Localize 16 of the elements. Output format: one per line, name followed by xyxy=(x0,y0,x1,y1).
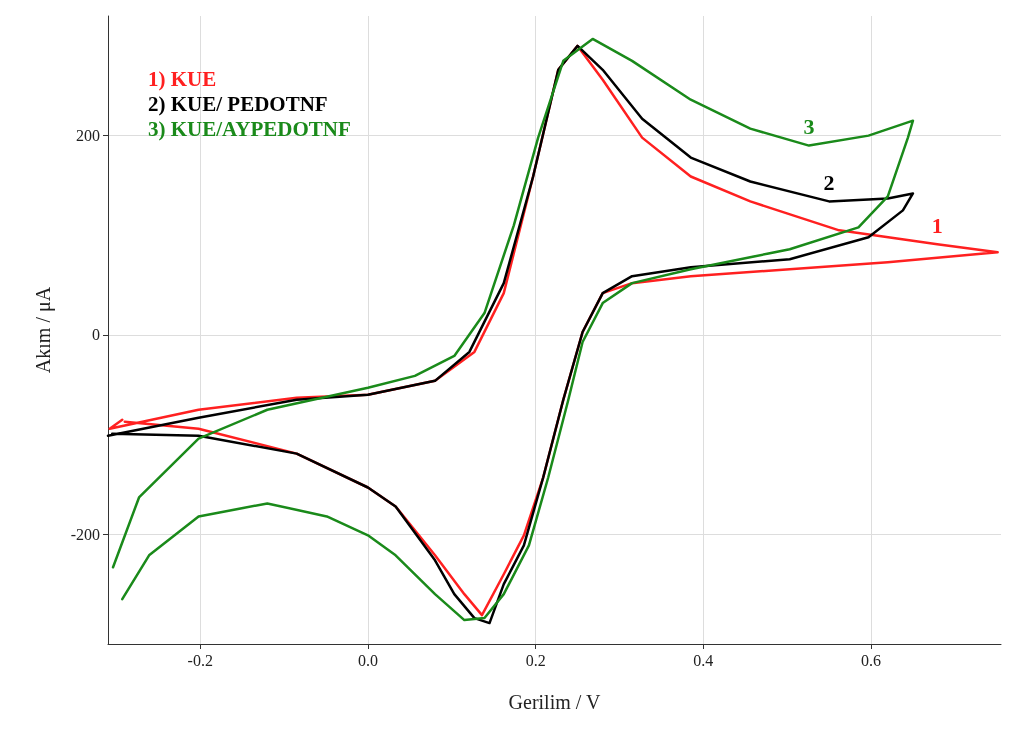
y-axis-title: Akım / μA xyxy=(32,286,55,374)
annotation: 1 xyxy=(931,212,943,238)
x-axis-title: Gerilim / V xyxy=(508,691,601,713)
x-tick-label: 0.2 xyxy=(525,651,546,669)
y-tick-label: -200 xyxy=(70,525,100,543)
x-tick-label: 0.4 xyxy=(693,651,714,669)
x-tick-label: -0.2 xyxy=(187,651,213,669)
text: 3) KUE/AYPEDOTNF xyxy=(148,116,351,141)
y-tick-label: 200 xyxy=(76,127,100,145)
text: 1) KUE xyxy=(148,66,217,91)
annotation: 2 xyxy=(823,169,835,195)
y-tick-label: 0 xyxy=(92,326,100,344)
x-tick-label: 0.0 xyxy=(357,651,378,669)
text: 2) KUE/ PEDOTNF xyxy=(148,91,328,116)
x-tick-label: 0.6 xyxy=(861,651,882,669)
annotation: 3 xyxy=(803,114,815,140)
